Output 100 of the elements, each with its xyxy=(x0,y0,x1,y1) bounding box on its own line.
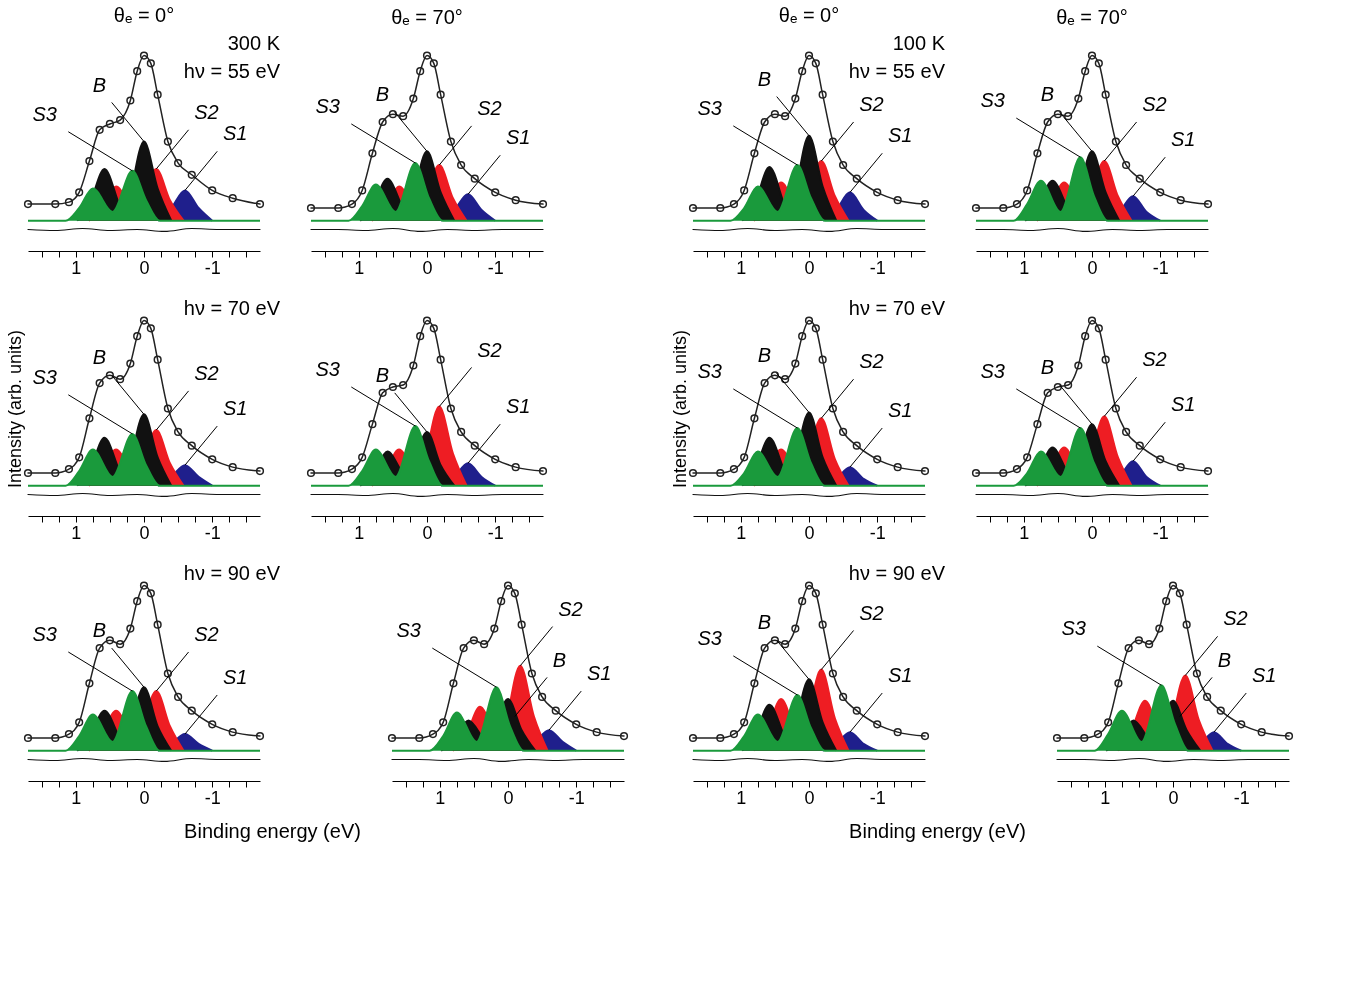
point xyxy=(1081,67,1090,76)
point xyxy=(126,624,135,633)
point xyxy=(469,636,478,645)
point xyxy=(1043,117,1052,127)
text: hν = 90 eV xyxy=(183,562,281,584)
annotation: S1 xyxy=(1170,393,1196,416)
chart-title: θₑ = 70° xyxy=(391,6,463,28)
point xyxy=(740,186,749,195)
point xyxy=(999,468,1008,478)
point xyxy=(409,94,418,103)
annotation: S3 xyxy=(315,95,340,118)
point xyxy=(770,371,779,380)
point xyxy=(187,706,196,715)
point xyxy=(1135,174,1144,183)
point xyxy=(422,316,432,325)
point xyxy=(153,620,162,629)
x-axis-title: Binding energy (eV) xyxy=(184,819,361,842)
annotation: S1 xyxy=(222,122,248,145)
point xyxy=(446,404,455,413)
text: hν = 70 eV xyxy=(183,297,281,319)
point xyxy=(592,728,601,737)
point xyxy=(770,110,779,119)
point xyxy=(729,464,739,474)
x-tick-label: 1 xyxy=(1019,522,1030,543)
point xyxy=(116,115,125,125)
point xyxy=(1114,679,1123,688)
annotation: B xyxy=(375,83,389,106)
x-tick-label: 0 xyxy=(139,522,150,543)
point xyxy=(1111,137,1120,146)
point xyxy=(1156,455,1165,464)
point xyxy=(95,643,104,653)
point xyxy=(449,679,458,688)
x-tick-label: 0 xyxy=(804,257,815,278)
chart-title: θₑ = 0° xyxy=(778,4,840,26)
point xyxy=(146,59,155,68)
point xyxy=(804,51,814,60)
chart-title: θₑ = 0° xyxy=(113,4,175,26)
point xyxy=(105,371,114,380)
annotation: S2 xyxy=(194,623,219,646)
annotation: S2 xyxy=(1223,607,1248,630)
annotation: S2 xyxy=(859,350,884,373)
point xyxy=(716,733,725,743)
point xyxy=(811,324,820,333)
point xyxy=(85,679,94,688)
point xyxy=(163,137,172,146)
point xyxy=(839,692,848,702)
point xyxy=(95,125,104,134)
point xyxy=(517,620,526,629)
x-tick-label: 1 xyxy=(71,257,82,278)
annotation: S1 xyxy=(887,399,913,422)
x-tick-label: -1 xyxy=(869,257,886,278)
point xyxy=(174,158,183,168)
point xyxy=(1080,733,1089,743)
point xyxy=(852,174,861,183)
point xyxy=(750,679,759,688)
point xyxy=(804,581,814,590)
x-tick-label: -1 xyxy=(204,787,221,808)
point xyxy=(873,455,882,464)
point xyxy=(133,332,142,341)
point xyxy=(75,453,84,462)
point xyxy=(174,692,183,702)
point xyxy=(760,378,769,388)
point xyxy=(1012,464,1022,474)
point xyxy=(1175,589,1184,598)
point xyxy=(750,149,759,158)
annotation: S3 xyxy=(1061,617,1086,640)
point xyxy=(511,196,520,205)
point xyxy=(64,729,74,739)
annotation: B xyxy=(757,611,771,634)
point xyxy=(347,464,357,474)
annotation: S3 xyxy=(32,365,57,388)
point xyxy=(1053,110,1062,119)
x-tick-label: 1 xyxy=(354,257,365,278)
point xyxy=(388,110,397,119)
point xyxy=(490,624,499,633)
x-tick-label: 1 xyxy=(71,522,82,543)
point xyxy=(1134,636,1143,645)
point xyxy=(228,728,237,737)
point xyxy=(1087,51,1097,60)
point xyxy=(51,468,60,478)
x-tick-label: 0 xyxy=(804,522,815,543)
y-axis-title: Intensity (arb. units) xyxy=(4,329,25,489)
annotation: S3 xyxy=(697,627,722,649)
point xyxy=(893,463,902,472)
annotation: S2 xyxy=(477,338,502,361)
point xyxy=(75,188,84,197)
point xyxy=(1216,706,1225,715)
y-axis-title: Intensity (arb. units) xyxy=(669,329,690,489)
point xyxy=(1064,380,1073,390)
point xyxy=(64,464,74,474)
point xyxy=(105,119,114,129)
annotation: B xyxy=(92,73,106,96)
annotation: S3 xyxy=(980,89,1005,112)
point xyxy=(133,67,142,76)
point xyxy=(429,324,438,333)
annotation: S2 xyxy=(859,601,884,624)
point xyxy=(1135,441,1144,450)
point xyxy=(1176,196,1185,205)
annotation: S2 xyxy=(477,97,502,119)
point xyxy=(208,720,217,729)
